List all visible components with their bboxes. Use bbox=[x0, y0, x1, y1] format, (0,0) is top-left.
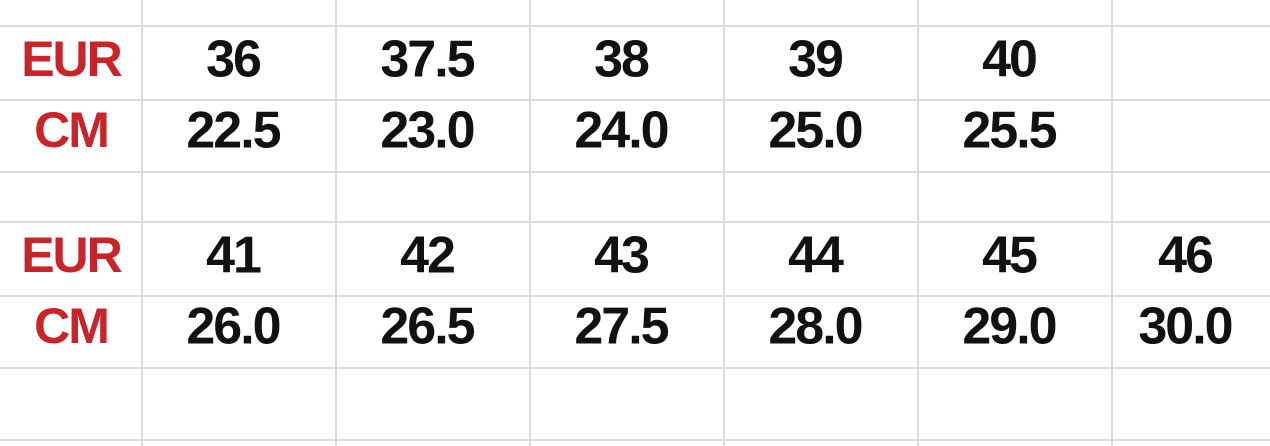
eur-size: 36 bbox=[206, 31, 261, 89]
row-label: EUR bbox=[21, 31, 122, 87]
cm-size: 24.0 bbox=[574, 102, 667, 160]
row-label: EUR bbox=[21, 227, 122, 283]
cm-size: 29.0 bbox=[962, 298, 1055, 356]
cm-size: 25.5 bbox=[962, 102, 1056, 160]
eur-size: 45 bbox=[982, 227, 1037, 285]
eur-size: 39 bbox=[788, 31, 842, 89]
row-label: CM bbox=[34, 102, 108, 158]
eur-size: 40 bbox=[982, 31, 1036, 89]
eur-size: 38 bbox=[594, 31, 649, 89]
eur-size: 43 bbox=[594, 227, 649, 285]
eur-size: 41 bbox=[206, 227, 261, 285]
eur-size: 46 bbox=[1158, 227, 1213, 285]
cm-size: 26.0 bbox=[186, 298, 279, 356]
cm-size: 22.5 bbox=[186, 102, 280, 160]
cm-size: 27.5 bbox=[574, 298, 668, 356]
cm-size: 23.0 bbox=[380, 102, 473, 160]
eur-size: 37.5 bbox=[380, 31, 474, 89]
cm-size: 28.0 bbox=[768, 298, 861, 356]
cm-size: 30.0 bbox=[1138, 298, 1231, 356]
cm-size: 25.0 bbox=[768, 102, 861, 160]
eur-size: 44 bbox=[788, 227, 844, 285]
eur-size: 42 bbox=[400, 227, 454, 285]
cm-size: 26.5 bbox=[380, 298, 474, 356]
row-label: CM bbox=[34, 298, 108, 354]
